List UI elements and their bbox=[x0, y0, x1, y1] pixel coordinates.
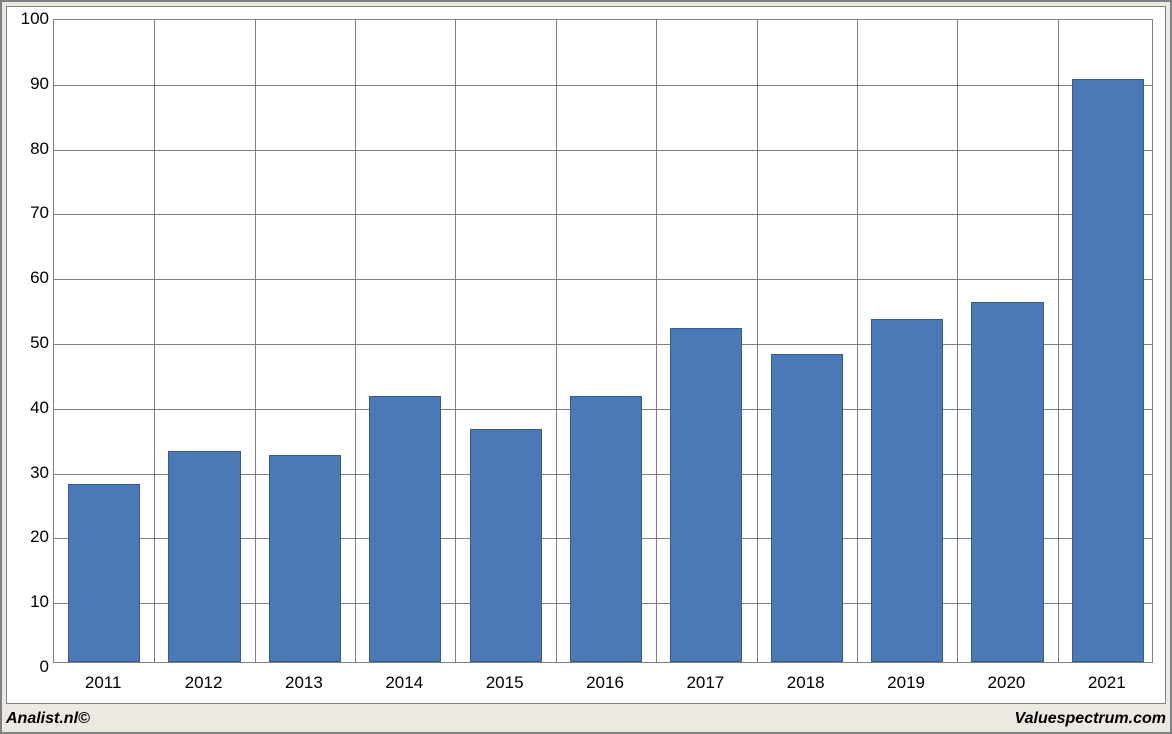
gridline-horizontal bbox=[54, 279, 1152, 280]
bar bbox=[971, 302, 1043, 662]
gridline-vertical bbox=[656, 20, 657, 662]
gridline-horizontal bbox=[54, 85, 1152, 86]
x-tick-label: 2013 bbox=[285, 673, 323, 693]
x-tick-label: 2011 bbox=[85, 673, 122, 693]
x-tick-label: 2019 bbox=[887, 673, 925, 693]
bar bbox=[871, 319, 943, 662]
bar bbox=[168, 451, 240, 662]
x-tick-label: 2014 bbox=[385, 673, 423, 693]
gridline-horizontal bbox=[54, 150, 1152, 151]
bar bbox=[369, 396, 441, 662]
chart-outer-frame: 0 10 20 30 40 50 60 70 80 90 100 2011 2012 2013 2014 20… bbox=[0, 0, 1172, 734]
bar bbox=[269, 455, 341, 662]
bar bbox=[1072, 79, 1144, 662]
y-tick-label: 70 bbox=[9, 203, 49, 223]
gridline-vertical bbox=[355, 20, 356, 662]
y-tick-label: 80 bbox=[9, 139, 49, 159]
gridline-vertical bbox=[1058, 20, 1059, 662]
x-tick-label: 2018 bbox=[787, 673, 825, 693]
y-tick-label: 40 bbox=[9, 398, 49, 418]
footer-right-credit: Valuespectrum.com bbox=[1015, 710, 1166, 728]
y-tick-label: 20 bbox=[9, 527, 49, 547]
gridline-vertical bbox=[757, 20, 758, 662]
gridline-vertical bbox=[957, 20, 958, 662]
y-tick-label: 50 bbox=[9, 333, 49, 353]
x-tick-label: 2017 bbox=[686, 673, 724, 693]
y-tick-label: 60 bbox=[9, 268, 49, 288]
gridline-vertical bbox=[255, 20, 256, 662]
y-tick-label: 30 bbox=[9, 463, 49, 483]
footer-left-credit: Analist.nl© bbox=[6, 710, 90, 728]
gridline-vertical bbox=[556, 20, 557, 662]
gridline-horizontal bbox=[54, 214, 1152, 215]
x-tick-label: 2021 bbox=[1088, 673, 1126, 693]
gridline-vertical bbox=[857, 20, 858, 662]
bar bbox=[68, 484, 140, 662]
bar bbox=[771, 354, 843, 662]
x-tick-label: 2020 bbox=[988, 673, 1026, 693]
gridline-vertical bbox=[455, 20, 456, 662]
bar bbox=[670, 328, 742, 662]
chart-footer: Analist.nl© Valuespectrum.com bbox=[6, 708, 1166, 730]
y-tick-label: 100 bbox=[9, 9, 49, 29]
x-tick-label: 2016 bbox=[586, 673, 624, 693]
x-tick-label: 2015 bbox=[486, 673, 524, 693]
x-tick-label: 2012 bbox=[185, 673, 223, 693]
y-tick-label: 90 bbox=[9, 74, 49, 94]
y-tick-label: 10 bbox=[9, 592, 49, 612]
bar bbox=[470, 429, 542, 662]
plot-area bbox=[53, 19, 1153, 663]
chart-inner-frame: 0 10 20 30 40 50 60 70 80 90 100 2011 2012 2013 2014 20… bbox=[6, 6, 1166, 704]
y-tick-label: 0 bbox=[9, 657, 49, 677]
bar bbox=[570, 396, 642, 662]
gridline-vertical bbox=[154, 20, 155, 662]
